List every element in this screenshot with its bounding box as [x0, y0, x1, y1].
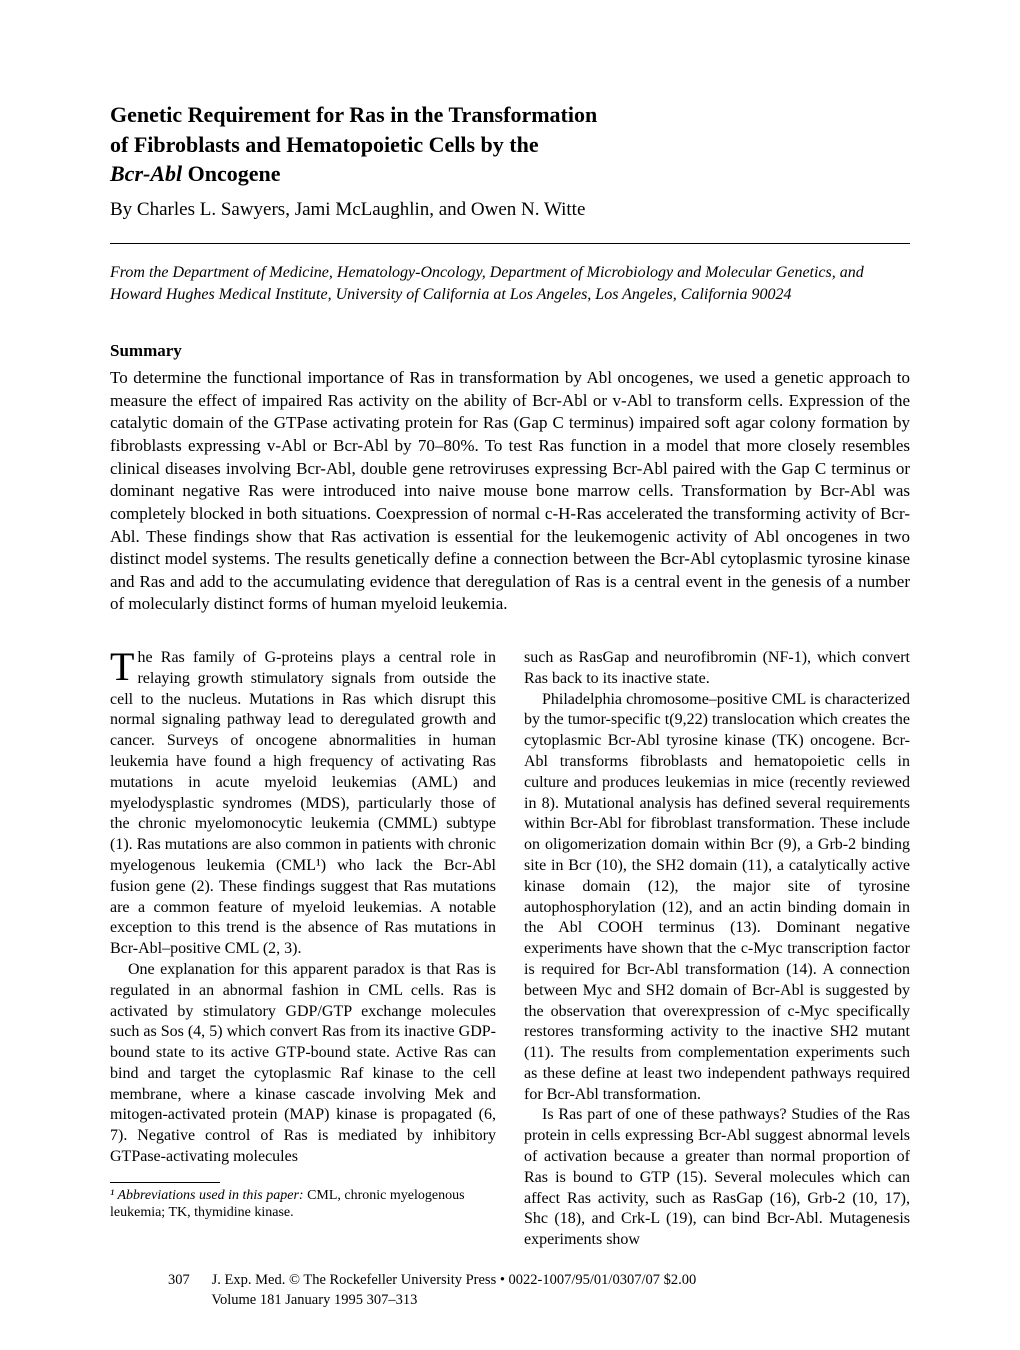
- title-italic-gene: Bcr-Abl: [110, 161, 182, 186]
- footnote-label: ¹ Abbreviations used in this paper:: [110, 1188, 304, 1203]
- page: Genetic Requirement for Ras in the Trans…: [0, 0, 1020, 1350]
- footnote: ¹ Abbreviations used in this paper: CML,…: [110, 1187, 496, 1222]
- col2-paragraph-2: Philadelphia chromosome–positive CML is …: [524, 690, 910, 1106]
- footer-line-1: J. Exp. Med. © The Rockefeller Universit…: [212, 1272, 697, 1288]
- col1-paragraph-2: One explanation for this apparent parado…: [110, 960, 496, 1168]
- summary-body: To determine the functional importance o…: [110, 367, 910, 616]
- title-rule: [110, 243, 910, 244]
- byline: By Charles L. Sawyers, Jami McLaughlin, …: [110, 199, 910, 221]
- col1-paragraph-1: The Ras family of G-proteins plays a cen…: [110, 648, 496, 960]
- title-line-3: Bcr-Abl Oncogene: [110, 159, 910, 189]
- title-line-3-rest: Oncogene: [182, 161, 280, 186]
- footnote-rule: [110, 1182, 220, 1183]
- dropcap: T: [110, 648, 137, 684]
- col2-paragraph-3: Is Ras part of one of these pathways? St…: [524, 1105, 910, 1251]
- page-footer: 307 J. Exp. Med. © The Rockefeller Unive…: [110, 1271, 910, 1310]
- body-columns: The Ras family of G-proteins plays a cen…: [110, 648, 910, 1251]
- column-left: The Ras family of G-proteins plays a cen…: [110, 648, 496, 1251]
- page-number: 307: [168, 1271, 208, 1291]
- footer-line-2: Volume 181 January 1995 307–313: [211, 1292, 417, 1308]
- column-right: such as RasGap and neurofibromin (NF-1),…: [524, 648, 910, 1251]
- title-line-1: Genetic Requirement for Ras in the Trans…: [110, 100, 910, 130]
- article-title: Genetic Requirement for Ras in the Trans…: [110, 100, 910, 189]
- affiliation: From the Department of Medicine, Hematol…: [110, 262, 910, 305]
- summary-heading: Summary: [110, 341, 910, 361]
- col2-paragraph-1: such as RasGap and neurofibromin (NF-1),…: [524, 648, 910, 690]
- title-line-2: of Fibroblasts and Hematopoietic Cells b…: [110, 130, 910, 160]
- col1-p1-text: he Ras family of G-proteins plays a cent…: [110, 649, 496, 957]
